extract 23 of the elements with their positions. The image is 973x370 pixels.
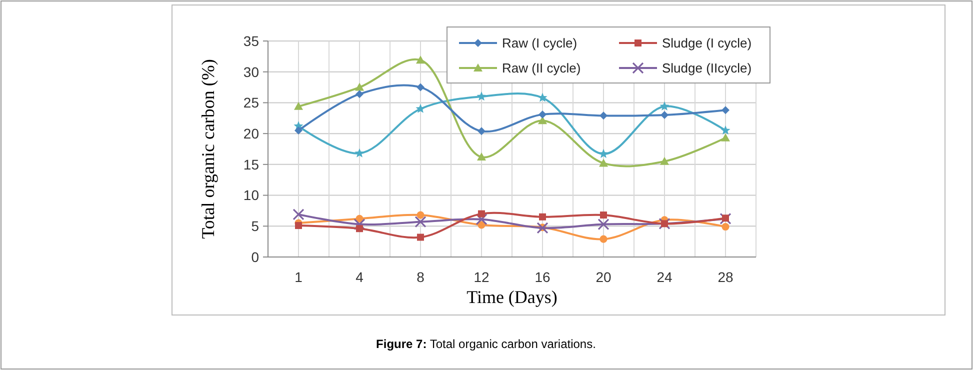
legend-label: Sludge (IIcycle) [662,60,752,76]
y-tick-label: 15 [243,156,260,172]
legend-label: Raw (I cycle) [502,36,578,51]
x-tick-label: 24 [656,269,672,285]
y-tick-label: 0 [251,248,260,265]
x-tick-label: 16 [534,269,550,285]
x-tick-label: 20 [596,269,612,285]
x-tick-label: 28 [718,269,734,285]
legend-label: Raw (II cycle) [502,60,581,76]
y-tick-label: 20 [243,125,260,142]
y-tick-label: 10 [243,187,260,204]
y-axis-title: Total organic carbon (%) [198,59,218,239]
caption: Figure 7: Total organic carbon variations. [376,337,596,351]
y-tick-label: 5 [251,218,260,234]
legend-label: Sludge (I cycle) [662,36,752,51]
y-tick-label: 35 [243,32,260,49]
x-tick-label: 12 [474,269,490,285]
x-tick-label: 1 [294,269,303,285]
x-tick-label: 8 [416,269,425,285]
x-tick-label: 4 [356,269,364,285]
x-axis-title: Time (Days) [466,287,558,307]
y-tick-label: 30 [243,64,260,80]
y-tick-label: 25 [243,94,260,111]
